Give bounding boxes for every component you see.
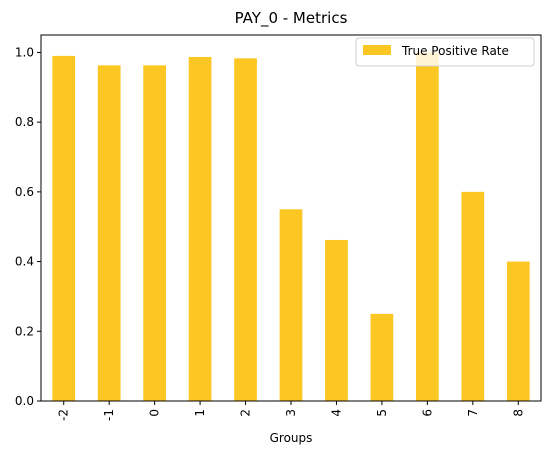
x-tick-label: -1 [102,409,116,421]
chart-title: PAY_0 - Metrics [235,9,348,28]
legend-box [355,37,535,67]
y-tick-label: 1.0 [15,45,34,59]
x-tick-label: 3 [284,409,298,417]
x-tick-label: 0 [148,409,162,417]
bar-7 [461,191,485,401]
legend: True Positive Rate [355,37,535,67]
x-tick-label: 8 [511,409,525,417]
x-tick-label: 6 [420,409,434,417]
x-axis: -2 -1 0 1 2 3 4 5 6 7 8 [57,401,525,421]
x-tick-label: 1 [193,409,207,417]
bar-3 [279,209,303,401]
bar-8 [506,261,530,401]
x-tick-label: 7 [466,409,480,417]
y-tick-label: 0.0 [15,394,34,408]
x-tick-label: -2 [57,409,71,421]
y-tick-label: 0.8 [15,115,34,129]
x-axis-label: Groups [270,431,313,445]
bars-layer [52,52,530,402]
bar-2 [234,58,257,402]
bar-4 [325,239,348,401]
legend-label: True Positive Rate [401,44,509,58]
bar-1 [188,56,212,402]
y-tick-label: 0.4 [15,255,34,269]
y-tick-label: 0.2 [15,324,34,338]
y-tick-label: 0.6 [15,185,34,199]
bar-0 [143,65,166,401]
x-tick-label: 2 [239,409,253,417]
x-tick-label: 5 [375,409,389,417]
bar--2 [52,55,76,402]
y-axis: 0.0 0.2 0.4 0.6 0.8 1.0 [15,45,41,408]
bar-5 [370,313,394,401]
x-tick-label: 4 [329,409,343,417]
bar--1 [97,65,121,401]
bar-6 [416,52,439,402]
legend-swatch [363,45,391,55]
